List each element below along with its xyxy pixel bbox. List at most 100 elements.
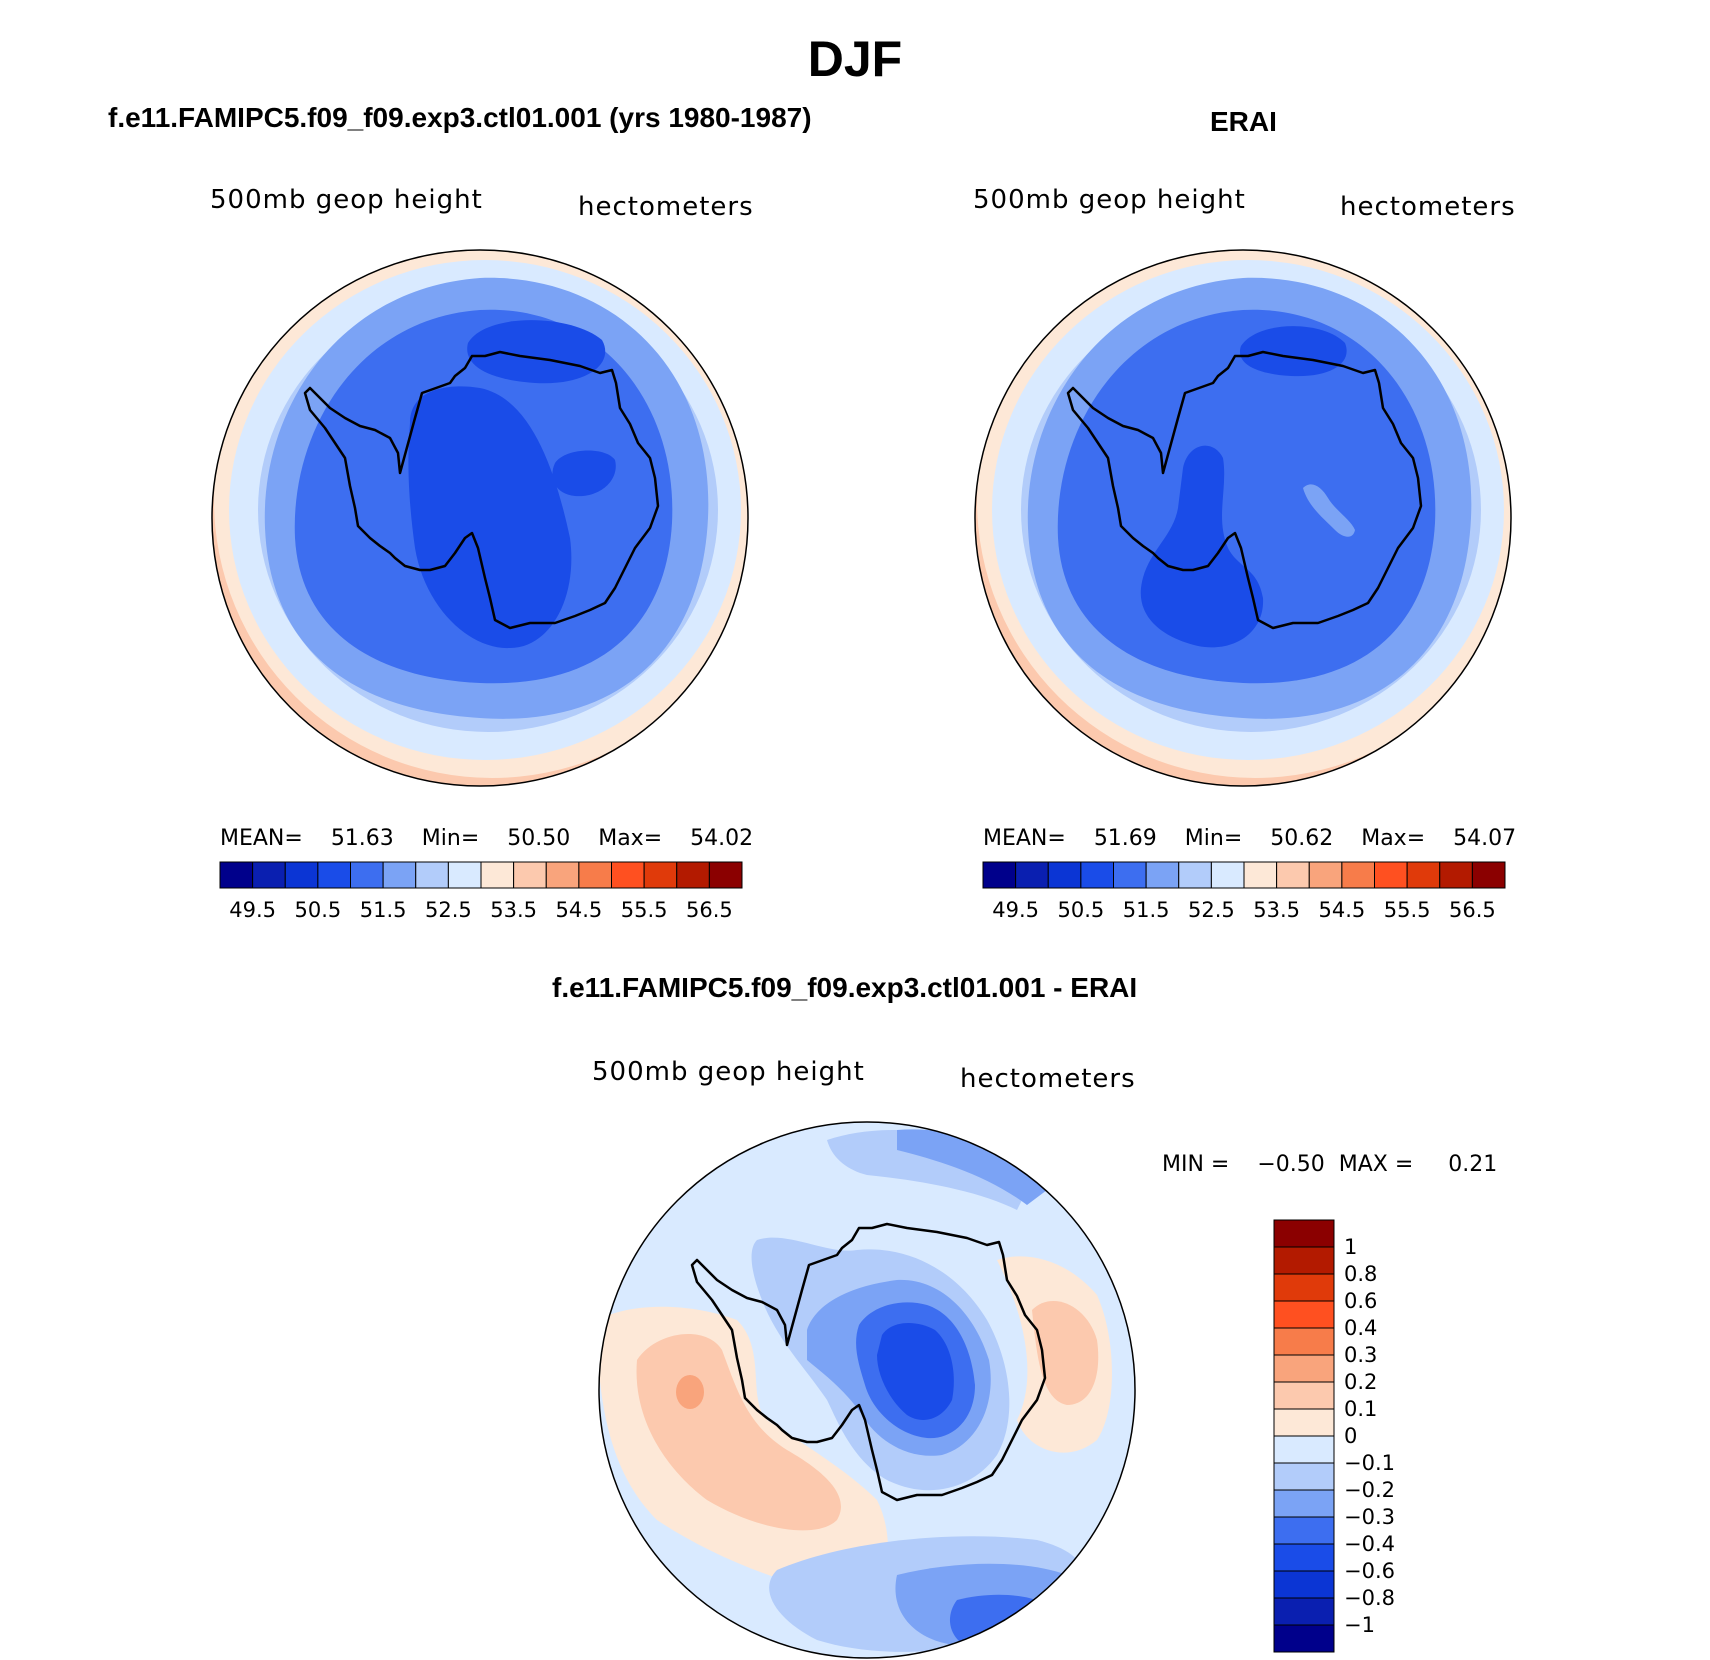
mean-value: 51.69: [1093, 826, 1157, 851]
colorbar-swatch: [1273, 1381, 1335, 1410]
panel-1-colorbar: [219, 861, 743, 889]
colorbar-tick-label: 0.4: [1344, 1316, 1378, 1340]
colorbar-tick-label: 52.5: [1187, 898, 1235, 922]
colorbar-swatch: [1374, 861, 1408, 889]
zone-peach2-east: [1032, 1301, 1099, 1405]
zone-blue6-north: [467, 320, 606, 384]
colorbar-swatch: [643, 861, 678, 889]
colorbar-swatch: [1273, 1246, 1335, 1275]
panel-2-stats: MEAN= 51.69 Min= 50.62 Max= 54.07: [983, 826, 1516, 851]
colorbar-swatch: [1273, 1354, 1335, 1383]
colorbar-swatch: [1273, 1273, 1335, 1302]
panel-2-variable: 500mb geop height: [973, 185, 1246, 215]
mean-label: MEAN=: [220, 826, 303, 851]
colorbar-tick-label: 0: [1344, 1424, 1358, 1448]
colorbar-tick-label: 55.5: [1383, 898, 1431, 922]
colorbar-swatch: [1341, 861, 1375, 889]
colorbar-tick-label: −0.8: [1344, 1586, 1395, 1610]
panel-1-colorbar-ticks: 49.5 50.5 51.5 52.5 53.5 54.5 55.5 56.5: [220, 898, 742, 926]
max-label: Max=: [598, 826, 663, 851]
zone-blue6-north: [1239, 326, 1347, 377]
colorbar-swatch: [1439, 861, 1473, 889]
colorbar-swatch: [1273, 1435, 1335, 1464]
min-label: Min=: [1184, 826, 1243, 851]
max-label: MAX =: [1338, 1152, 1414, 1177]
colorbar-tick-label: 50.5: [294, 898, 342, 922]
max-value: 0.21: [1448, 1152, 1498, 1177]
colorbar-tick-label: 56.5: [685, 898, 733, 922]
colorbar-swatch: [578, 861, 612, 889]
panel-3-stats: MIN = −0.50 MAX = 0.21: [1162, 1152, 1497, 1177]
panel-2-map: [974, 249, 1512, 787]
colorbar-swatch: [676, 861, 710, 889]
mean-value: 51.63: [330, 826, 394, 851]
colorbar-swatch: [1276, 861, 1310, 889]
colorbar-swatch: [219, 861, 254, 889]
zone-blue4-interior: [1303, 484, 1355, 537]
panel-3-title: f.e11.FAMIPC5.f09_f09.exp3.ctl01.001 - E…: [552, 972, 1138, 1003]
colorbar-swatch: [1145, 861, 1180, 889]
zone-blue6-center: [877, 1323, 954, 1420]
colorbar-swatch: [1210, 861, 1245, 889]
colorbar-tick-label: 49.5: [229, 898, 277, 922]
panel-3-colorbar-ticks: 1 0.8 0.6 0.4 0.3 0.2 0.1 0 −0.1 −0.2 −0.3 −0.4 −0.6…: [1344, 1220, 1424, 1652]
colorbar-swatch: [1406, 861, 1441, 889]
panel-2-units: hectometers: [1340, 192, 1516, 222]
panel-2-colorbar-ticks: 49.5 50.5 51.5 52.5 53.5 54.5 55.5 56.5: [983, 898, 1505, 926]
panel-3-units: hectometers: [960, 1064, 1136, 1094]
colorbar-swatch: [1273, 1408, 1335, 1437]
colorbar-tick-label: −0.3: [1344, 1505, 1395, 1529]
colorbar-tick-label: 49.5: [992, 898, 1040, 922]
panel-1-map: [211, 249, 749, 787]
zone-blue4-north: [897, 1129, 1047, 1205]
max-label: Max=: [1361, 826, 1426, 851]
panel-1-variable: 500mb geop height: [210, 185, 483, 215]
mean-label: MEAN=: [983, 826, 1066, 851]
colorbar-tick-label: 51.5: [359, 898, 407, 922]
colorbar-tick-label: 0.2: [1344, 1370, 1378, 1394]
colorbar-swatch: [513, 861, 547, 889]
colorbar-swatch: [1471, 861, 1506, 889]
colorbar-swatch: [545, 861, 580, 889]
panel-1-title: f.e11.FAMIPC5.f09_f09.exp3.ctl01.001 (yr…: [108, 102, 812, 133]
colorbar-swatch: [480, 861, 515, 889]
panel-2-antarctica-coastline: [1066, 350, 1423, 630]
colorbar-tick-label: −0.4: [1344, 1532, 1395, 1556]
colorbar-tick-label: −1: [1344, 1613, 1375, 1637]
zone-orange3-west: [676, 1375, 704, 1409]
colorbar-swatch: [317, 861, 351, 889]
colorbar-swatch: [1273, 1462, 1335, 1491]
colorbar-swatch: [1273, 1489, 1335, 1518]
colorbar-tick-label: −0.1: [1344, 1451, 1395, 1475]
colorbar-tick-label: −0.6: [1344, 1559, 1395, 1583]
colorbar-swatch: [415, 861, 449, 889]
colorbar-swatch: [1113, 861, 1147, 889]
panel-2-title: ERAI: [1210, 106, 1277, 137]
colorbar-swatch: [1015, 861, 1049, 889]
panel-3-colorbar: [1273, 1219, 1335, 1653]
colorbar-swatch: [1308, 861, 1343, 889]
figure-title: DJF: [807, 31, 903, 87]
colorbar-tick-label: 55.5: [620, 898, 668, 922]
colorbar-tick-label: 54.5: [555, 898, 603, 922]
colorbar-tick-label: 0.1: [1344, 1397, 1378, 1421]
colorbar-swatch: [1273, 1624, 1335, 1653]
colorbar-tick-label: 0.6: [1344, 1289, 1378, 1313]
colorbar-swatch: [447, 861, 482, 889]
colorbar-swatch: [1273, 1300, 1335, 1329]
colorbar-swatch: [611, 861, 645, 889]
panel-3-map: [598, 1121, 1136, 1659]
panel-1-stats: MEAN= 51.63 Min= 50.50 Max= 54.02: [220, 826, 753, 851]
colorbar-swatch: [1243, 861, 1278, 889]
colorbar-tick-label: 54.5: [1318, 898, 1366, 922]
min-value: −0.50: [1257, 1152, 1325, 1177]
colorbar-swatch: [1273, 1219, 1335, 1248]
panel-1-antarctica-coastline: [303, 350, 660, 630]
colorbar-tick-label: 53.5: [490, 898, 538, 922]
panel-1-map-border: [211, 249, 749, 787]
zone-blue6-west: [1140, 445, 1264, 648]
colorbar-swatch: [1178, 861, 1212, 889]
colorbar-tick-label: 51.5: [1122, 898, 1170, 922]
colorbar-swatch: [350, 861, 384, 889]
colorbar-swatch: [284, 861, 319, 889]
